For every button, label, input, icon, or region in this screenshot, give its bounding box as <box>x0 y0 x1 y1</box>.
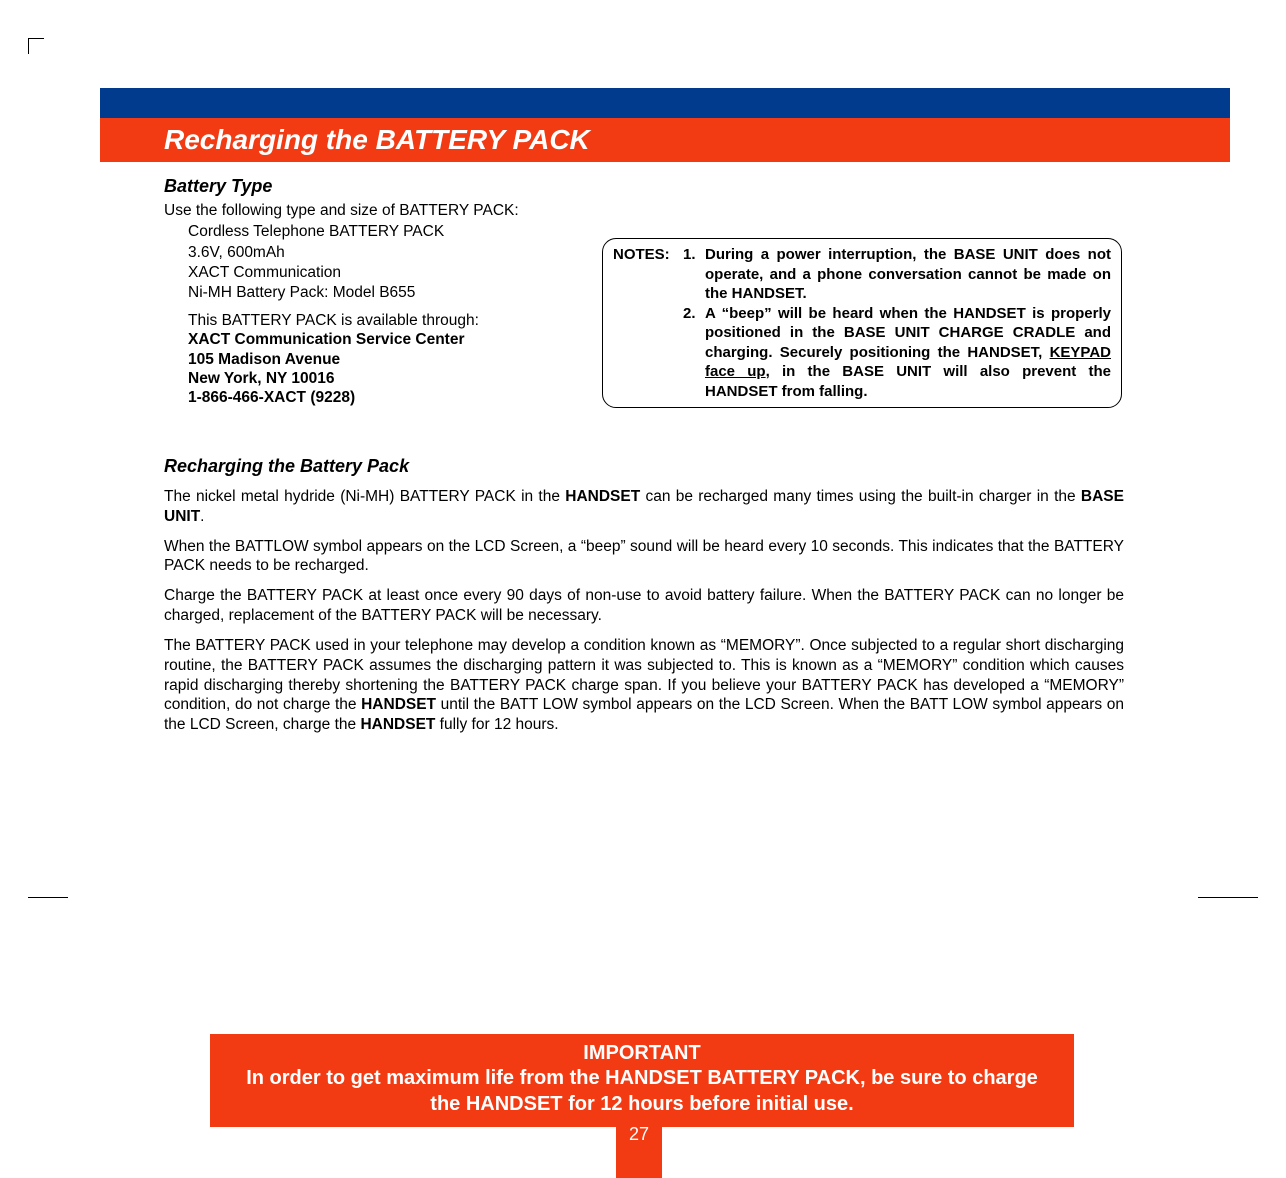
notes-box: NOTES: 1. During a power interruption, t… <box>602 238 1122 408</box>
important-body: In order to get maximum life from the HA… <box>230 1065 1054 1117</box>
notes-item-1: During a power interruption, the BASE UN… <box>705 245 1111 304</box>
recharging-p2: When the BATTLOW symbol appears on the L… <box>164 537 1124 577</box>
recharging-p1: The nickel metal hydride (Ni-MH) BATTERY… <box>164 487 1124 527</box>
crop-mark-tl <box>28 38 44 54</box>
notes-item-num: 2. <box>683 304 705 402</box>
page-title: Recharging the BATTERY PACK <box>164 124 590 156</box>
notes-item-2: A “beep” will be heard when the HANDSET … <box>705 304 1111 402</box>
recharging-p3: Charge the BATTERY PACK at least once ev… <box>164 586 1124 626</box>
battery-type-heading: Battery Type <box>164 176 1124 197</box>
crop-mark-bl <box>28 897 68 898</box>
content-area: Battery Type Use the following type and … <box>164 176 1124 408</box>
notes-label: NOTES: <box>613 245 683 304</box>
title-bar: Recharging the BATTERY PACK <box>100 118 1230 162</box>
page-number: 27 <box>616 1122 662 1178</box>
important-callout: IMPORTANT In order to get maximum life f… <box>210 1034 1074 1127</box>
important-title: IMPORTANT <box>230 1042 1054 1065</box>
battery-type-intro: Use the following type and size of BATTE… <box>164 201 1124 220</box>
recharging-section: Recharging the Battery Pack The nickel m… <box>164 456 1124 735</box>
recharging-p4: The BATTERY PACK used in your telephone … <box>164 636 1124 735</box>
notes-item-num: 1. <box>683 245 705 304</box>
crop-mark-br <box>1198 897 1258 898</box>
recharging-heading: Recharging the Battery Pack <box>164 456 1124 477</box>
